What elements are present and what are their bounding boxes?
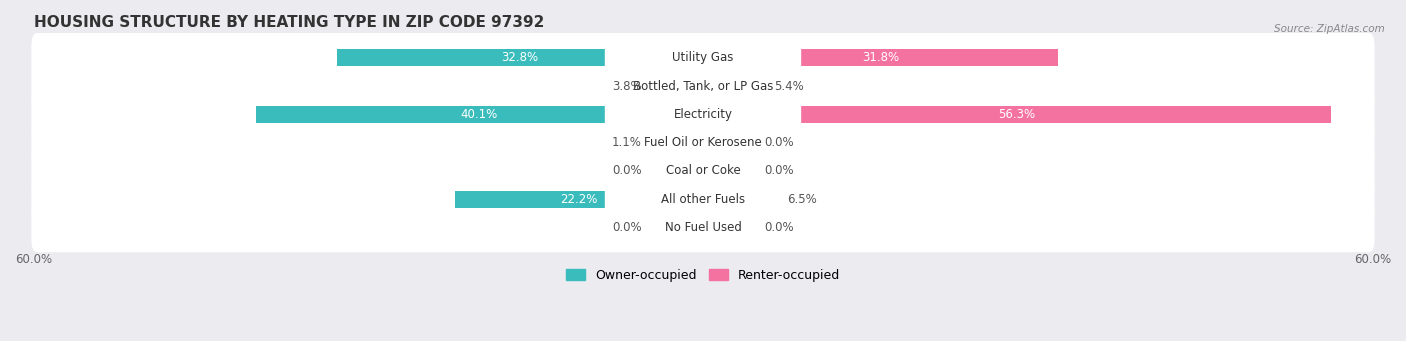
Text: 5.4%: 5.4% <box>775 80 804 93</box>
FancyBboxPatch shape <box>31 203 1375 252</box>
Text: No Fuel Used: No Fuel Used <box>665 221 741 234</box>
FancyBboxPatch shape <box>31 90 1375 139</box>
Bar <box>652 78 703 94</box>
FancyBboxPatch shape <box>31 174 1375 224</box>
Text: Utility Gas: Utility Gas <box>672 51 734 64</box>
Text: 6.5%: 6.5% <box>787 193 817 206</box>
Text: All other Fuels: All other Fuels <box>661 193 745 206</box>
Text: 40.1%: 40.1% <box>461 108 498 121</box>
FancyBboxPatch shape <box>605 70 801 103</box>
Bar <box>652 134 703 151</box>
Bar <box>256 106 703 123</box>
Text: Source: ZipAtlas.com: Source: ZipAtlas.com <box>1274 24 1385 34</box>
Bar <box>652 219 703 236</box>
Text: 0.0%: 0.0% <box>612 221 641 234</box>
Text: 22.2%: 22.2% <box>561 193 598 206</box>
FancyBboxPatch shape <box>605 126 801 159</box>
Text: 0.0%: 0.0% <box>612 164 641 177</box>
Bar <box>703 219 754 236</box>
Bar <box>703 162 754 179</box>
Bar <box>703 191 776 208</box>
Text: Electricity: Electricity <box>673 108 733 121</box>
FancyBboxPatch shape <box>31 118 1375 167</box>
Text: 0.0%: 0.0% <box>765 164 794 177</box>
Text: 1.1%: 1.1% <box>612 136 641 149</box>
FancyBboxPatch shape <box>31 146 1375 196</box>
Text: HOUSING STRUCTURE BY HEATING TYPE IN ZIP CODE 97392: HOUSING STRUCTURE BY HEATING TYPE IN ZIP… <box>34 15 544 30</box>
Text: 56.3%: 56.3% <box>998 108 1036 121</box>
Bar <box>652 162 703 179</box>
Text: Bottled, Tank, or LP Gas: Bottled, Tank, or LP Gas <box>633 80 773 93</box>
Text: 0.0%: 0.0% <box>765 221 794 234</box>
Text: Fuel Oil or Kerosene: Fuel Oil or Kerosene <box>644 136 762 149</box>
Bar <box>703 106 1331 123</box>
FancyBboxPatch shape <box>605 154 801 187</box>
Text: 31.8%: 31.8% <box>862 51 898 64</box>
FancyBboxPatch shape <box>605 211 801 244</box>
Legend: Owner-occupied, Renter-occupied: Owner-occupied, Renter-occupied <box>561 264 845 287</box>
Text: Coal or Coke: Coal or Coke <box>665 164 741 177</box>
Text: 3.8%: 3.8% <box>612 80 641 93</box>
Bar <box>703 78 763 94</box>
FancyBboxPatch shape <box>605 98 801 131</box>
FancyBboxPatch shape <box>31 33 1375 83</box>
FancyBboxPatch shape <box>605 183 801 216</box>
FancyBboxPatch shape <box>31 61 1375 111</box>
FancyBboxPatch shape <box>605 42 801 74</box>
Text: 0.0%: 0.0% <box>765 136 794 149</box>
Bar <box>337 49 703 66</box>
Bar <box>703 134 754 151</box>
Bar <box>703 49 1057 66</box>
Text: 32.8%: 32.8% <box>502 51 538 64</box>
Bar <box>456 191 703 208</box>
